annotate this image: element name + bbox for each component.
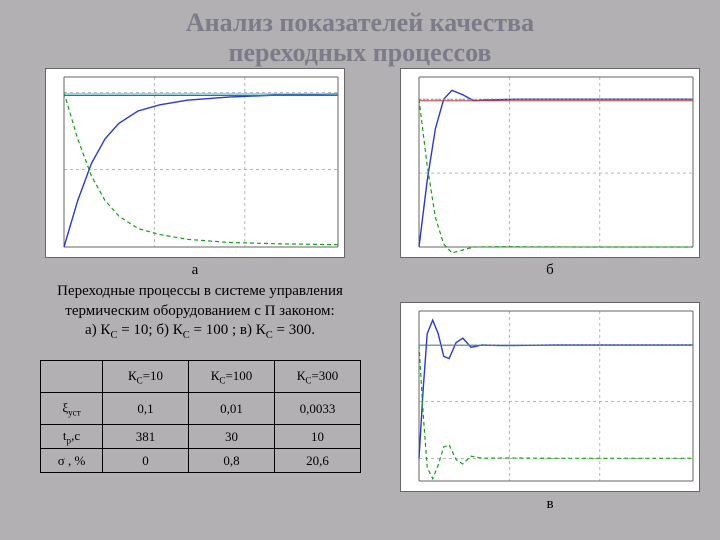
chart-b-svg — [401, 69, 701, 259]
cell: 0,1 — [103, 393, 189, 425]
chart-v — [400, 302, 700, 492]
row-tp: tр,с — [41, 425, 103, 449]
chart-a — [45, 68, 345, 258]
desc-line2: термическим оборудованием с П законом: — [65, 303, 334, 319]
table-row: tр,с 381 30 10 — [41, 425, 361, 449]
table-header-row: КС=10 КС=100 КС=300 — [41, 361, 361, 393]
description: Переходные процессы в системе управления… — [25, 282, 375, 343]
chart-b-label: б — [400, 262, 700, 279]
row-xi: ξуст — [41, 393, 103, 425]
chart-b — [400, 68, 700, 258]
table-row: ξуст 0,1 0,01 0,0033 — [41, 393, 361, 425]
cell: 381 — [103, 425, 189, 449]
chart-v-svg — [401, 303, 701, 493]
cell: 30 — [189, 425, 275, 449]
table-row: σ , % 0 0,8 20,6 — [41, 449, 361, 473]
desc-line3: а) КС = 10; б) КС = 100 ; в) КС = 300. — [85, 322, 315, 338]
chart-v-label: в — [400, 496, 700, 513]
table-corner — [41, 361, 103, 393]
cell: 0,0033 — [275, 393, 361, 425]
row-sigma: σ , % — [41, 449, 103, 473]
cell: 10 — [275, 425, 361, 449]
col-kc100: КС=100 — [189, 361, 275, 393]
cell: 0 — [103, 449, 189, 473]
cell: 0,8 — [189, 449, 275, 473]
col-kc300: КС=300 — [275, 361, 361, 393]
cell: 20,6 — [275, 449, 361, 473]
col-kc10: КС=10 — [103, 361, 189, 393]
chart-a-label: а — [45, 262, 345, 279]
chart-a-svg — [46, 69, 346, 259]
quality-table: КС=10 КС=100 КС=300 ξуст 0,1 0,01 0,0033… — [40, 360, 361, 473]
desc-line1: Переходные процессы в системе управления — [57, 283, 343, 299]
cell: 0,01 — [189, 393, 275, 425]
